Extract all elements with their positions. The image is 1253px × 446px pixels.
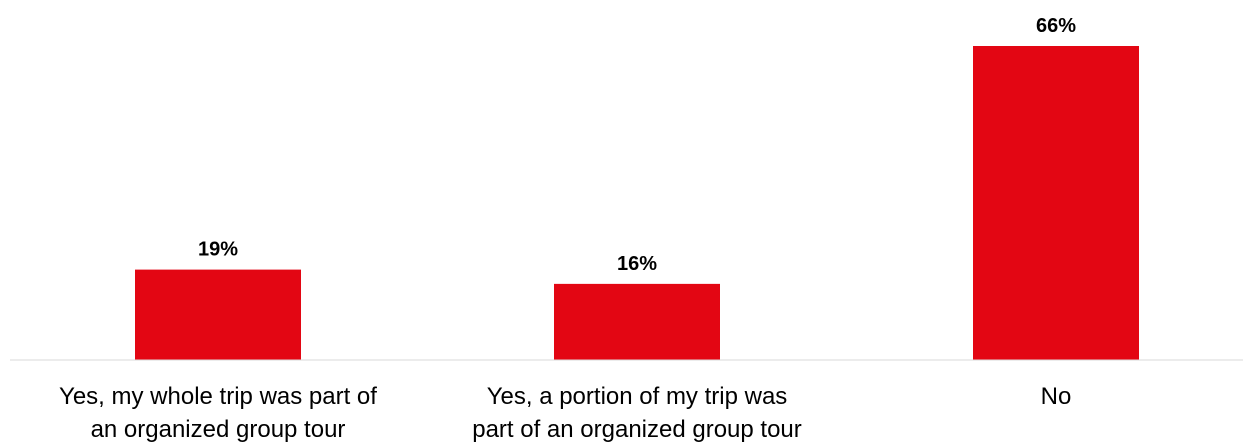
category-label-line: Yes, my whole trip was part of (59, 383, 377, 410)
value-label-3: 66% (1036, 15, 1076, 37)
category-label-2: Yes, a portion of my trip was part of an … (472, 383, 802, 443)
bar-3 (973, 46, 1139, 360)
category-label-3: No (1041, 383, 1072, 410)
value-label-2: 16% (617, 253, 657, 275)
category-label-line: part of an organized group tour (472, 416, 802, 443)
value-labels-group: 19% 16% 66% (198, 15, 1076, 275)
category-label-1: Yes, my whole trip was part of an organiz… (59, 383, 377, 443)
bar-2 (554, 283, 720, 360)
category-labels-group: Yes, my whole trip was part of an organiz… (59, 383, 1071, 443)
category-label-line: No (1041, 383, 1072, 410)
category-label-line: an organized group tour (91, 416, 346, 443)
bar-1 (135, 269, 301, 360)
bars-group (135, 46, 1139, 360)
value-label-1: 19% (198, 239, 238, 261)
category-label-line: Yes, a portion of my trip was (487, 383, 788, 410)
